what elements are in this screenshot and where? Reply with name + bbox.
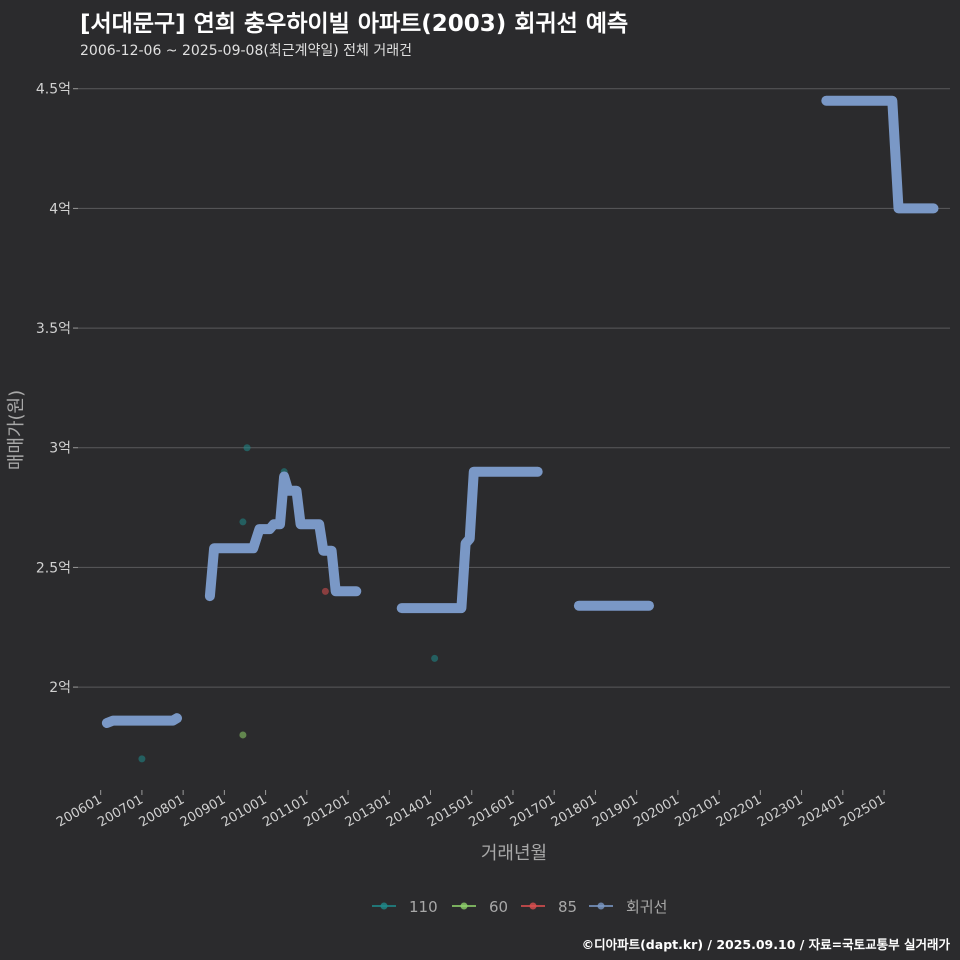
- x-tick-label: 201701: [508, 792, 558, 830]
- regression-line: [101, 95, 939, 728]
- x-tick-label: 202401: [796, 792, 846, 830]
- data-point-110: [431, 654, 439, 662]
- x-tick-label: 200701: [95, 792, 145, 830]
- regression-line-segment: [396, 466, 543, 614]
- x-tick-label: 200601: [54, 792, 104, 830]
- x-tick-label: 202501: [838, 792, 888, 830]
- x-tick-label: 202101: [673, 792, 723, 830]
- y-tick-label: 4억: [49, 201, 71, 217]
- x-tick-label: 202301: [755, 792, 805, 830]
- y-tick-label: 2억: [49, 680, 71, 696]
- regression-line-segment: [821, 95, 939, 214]
- y-tick-label: 2.5억: [36, 560, 71, 576]
- legend: 110 60 85 회귀선: [372, 898, 667, 916]
- chart-subtitle: 2006-12-06 ~ 2025-09-08(최근계약일) 전체 거래건: [80, 43, 412, 59]
- x-tick-label: 201601: [466, 792, 516, 830]
- scatter-points: [138, 444, 439, 763]
- data-point-110: [239, 518, 247, 526]
- y-axis-label: 매매가(원): [6, 390, 27, 470]
- x-tick-label: 202001: [631, 792, 681, 830]
- data-point-60: [239, 731, 247, 739]
- x-axis-label: 거래년월: [481, 843, 547, 864]
- x-tick-label: 200801: [137, 792, 187, 830]
- x-axis-ticks: 2006012007012008012009012010012011012012…: [54, 790, 888, 830]
- legend-swatch-dot: [460, 902, 468, 910]
- legend-swatch-dot: [597, 902, 605, 910]
- regression-line-segment: [204, 471, 362, 602]
- x-tick-label: 202201: [714, 792, 764, 830]
- legend-label: 회귀선: [626, 898, 667, 916]
- legend-swatch-dot: [529, 902, 537, 910]
- x-tick-label: 201401: [384, 792, 434, 830]
- legend-item-4: 회귀선: [589, 898, 667, 916]
- data-point-85: [321, 587, 329, 595]
- legend-label: 110: [409, 898, 438, 916]
- y-tick-label: 4.5억: [36, 82, 71, 98]
- gridlines: [78, 88, 950, 688]
- legend-label: 85: [558, 898, 577, 916]
- x-tick-label: 201901: [590, 792, 640, 830]
- source-credit: ©디아파트(dapt.kr) / 2025.09.10 / 자료=국토교통부 실…: [581, 937, 950, 952]
- x-tick-label: 201201: [302, 792, 352, 830]
- x-tick-label: 201801: [549, 792, 599, 830]
- x-tick-label: 201001: [219, 792, 269, 830]
- legend-label: 60: [489, 898, 508, 916]
- legend-swatch-dot: [380, 902, 388, 910]
- regression-line-segment: [101, 713, 182, 728]
- chart-title: [서대문구] 연희 충우하이빌 아파트(2003) 회귀선 예측: [80, 11, 629, 37]
- legend-item-3: 85: [521, 898, 577, 916]
- y-tick-label: 3.5억: [36, 321, 71, 337]
- x-tick-label: 201301: [343, 792, 393, 830]
- legend-item-1: 110: [372, 898, 438, 916]
- data-point-110: [138, 755, 146, 763]
- y-tick-label: 3억: [49, 441, 71, 457]
- data-point-110: [243, 444, 251, 452]
- legend-item-2: 60: [452, 898, 508, 916]
- x-tick-label: 201501: [425, 792, 475, 830]
- y-axis-ticks: 2억 2.5억 3억 3.5억 4억 4.5억: [36, 82, 78, 696]
- x-tick-label: 200901: [178, 792, 228, 830]
- x-tick-label: 201101: [260, 792, 310, 830]
